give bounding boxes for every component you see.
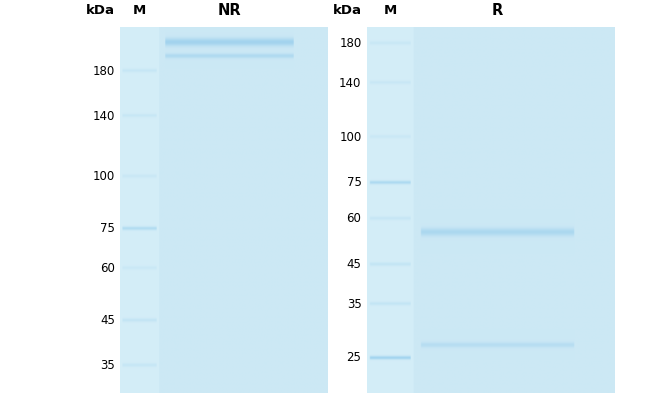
Text: 45: 45 [346, 258, 361, 271]
Text: 60: 60 [346, 212, 361, 225]
Text: 180: 180 [339, 37, 361, 50]
Text: 140: 140 [93, 110, 115, 123]
Text: 45: 45 [101, 314, 115, 327]
Text: M: M [384, 4, 397, 17]
Text: 75: 75 [346, 176, 361, 189]
Text: 100: 100 [339, 131, 361, 144]
Text: 25: 25 [346, 351, 361, 364]
Text: NR: NR [218, 3, 242, 18]
Text: 100: 100 [93, 170, 115, 183]
Text: 35: 35 [346, 298, 361, 311]
Text: kDa: kDa [86, 4, 115, 17]
Text: 180: 180 [93, 64, 115, 78]
Text: R: R [491, 3, 503, 18]
Text: 75: 75 [101, 222, 115, 235]
Text: M: M [133, 4, 146, 17]
Text: 35: 35 [101, 359, 115, 372]
Text: 60: 60 [101, 262, 115, 275]
Text: kDa: kDa [332, 4, 361, 17]
Text: 140: 140 [339, 77, 361, 90]
